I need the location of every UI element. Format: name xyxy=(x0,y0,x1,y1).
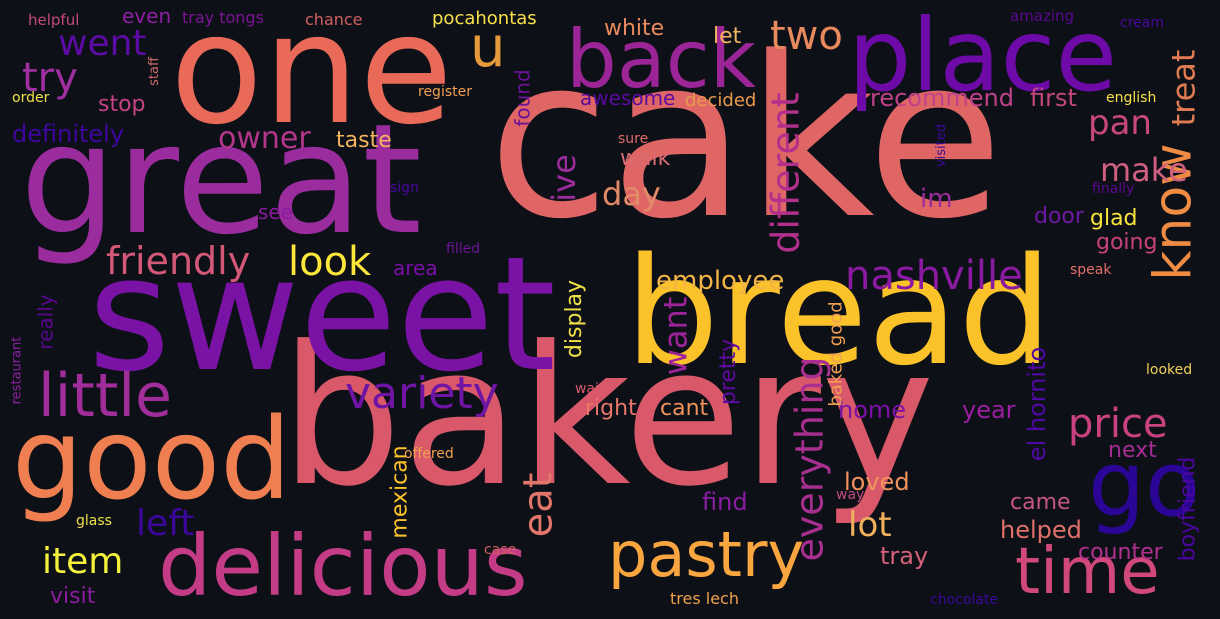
word-glass: glass xyxy=(76,513,112,529)
word-ive: ive xyxy=(544,154,583,202)
word-going: going xyxy=(1096,230,1158,255)
word-owner: owner xyxy=(218,121,311,156)
word-sign: sign xyxy=(390,180,419,196)
word-two: two xyxy=(770,13,843,59)
word-glad: glad xyxy=(1090,206,1138,231)
word-home: home xyxy=(838,396,907,424)
word-next: next xyxy=(1108,438,1157,463)
word-look: look xyxy=(288,239,372,285)
word-back: back xyxy=(566,13,757,106)
word-cream: cream xyxy=(1120,15,1164,31)
word-amazing: amazing xyxy=(1010,7,1075,25)
word-counter: counter xyxy=(1078,540,1163,565)
word-one: one xyxy=(170,0,453,158)
word-u: u xyxy=(470,15,506,80)
word-case: case xyxy=(484,542,517,558)
word-el-hornito: el hornito xyxy=(1023,346,1052,462)
word-register: register xyxy=(418,84,472,100)
word-filled: filled xyxy=(446,241,481,257)
word-different: different xyxy=(763,92,808,254)
word-year: year xyxy=(962,396,1016,424)
word-nashville: nashville xyxy=(845,253,1023,299)
word-everything: everything xyxy=(787,356,832,562)
word-time: time xyxy=(1015,535,1160,609)
word-order: order xyxy=(12,90,50,106)
word-visit: visit xyxy=(50,584,96,609)
word-baked-good: baked good xyxy=(825,301,847,407)
word-place: place xyxy=(848,0,1118,114)
word-staff: staff xyxy=(146,57,162,86)
word-tres-lech: tres lech xyxy=(670,589,739,608)
word-cant: cant xyxy=(660,396,709,421)
word-wait: wait xyxy=(575,381,605,397)
word-treat: treat xyxy=(1164,49,1203,127)
word-really: really xyxy=(33,294,58,350)
word-good: good xyxy=(12,395,292,525)
word-boyfriend: boyfriend xyxy=(1175,456,1201,562)
word-area: area xyxy=(393,256,438,280)
word-right: right xyxy=(585,396,637,421)
word-make: make xyxy=(1100,151,1188,189)
word-white: white xyxy=(604,16,665,41)
word-chocolate: chocolate xyxy=(930,592,998,608)
word-want: want xyxy=(656,296,695,376)
word-friendly: friendly xyxy=(106,239,251,283)
word-came: came xyxy=(1010,490,1071,515)
word-price: price xyxy=(1068,401,1168,447)
word-bakery: bakery xyxy=(280,306,935,529)
word-went: went xyxy=(58,23,147,64)
word-looked: looked xyxy=(1146,362,1193,378)
word-great: great xyxy=(20,91,422,268)
word-loved: loved xyxy=(844,468,910,496)
word-bread: bread xyxy=(625,226,1053,398)
word-walk: walk xyxy=(620,146,671,171)
word-try: try xyxy=(22,55,78,101)
word-pan: pan xyxy=(1088,103,1152,143)
word-tray-tongs: tray tongs xyxy=(182,8,264,27)
word-find: find xyxy=(702,488,748,516)
word-recommend: recommend xyxy=(870,84,1014,112)
word-awesome: awesome xyxy=(580,86,676,110)
word-lot: lot xyxy=(848,505,892,545)
word-definitely: definitely xyxy=(12,120,125,148)
word-restaurant: restaurant xyxy=(9,336,25,405)
word-helped: helped xyxy=(1000,516,1082,544)
word-offered: offered xyxy=(404,446,454,462)
word-tray: tray xyxy=(880,542,929,570)
word-display: display xyxy=(562,279,588,359)
word-english: english xyxy=(1106,90,1157,106)
word-cake: cake xyxy=(488,10,1004,268)
word-finally: finally xyxy=(1092,181,1135,197)
word-pocahontas: pocahontas xyxy=(432,8,537,29)
word-left: left xyxy=(136,503,195,544)
word-first: first xyxy=(1030,84,1077,112)
word-decided: decided xyxy=(685,90,757,111)
word-helpful: helpful xyxy=(28,11,80,29)
word-taste: taste xyxy=(336,128,392,153)
word-sweet: sweet xyxy=(88,223,556,407)
word-im: im xyxy=(920,184,953,214)
word-variety: variety xyxy=(345,368,499,419)
word-found: found xyxy=(510,69,535,127)
word-go: go xyxy=(1088,432,1201,537)
word-little: little xyxy=(38,361,172,431)
word-item: item xyxy=(42,541,124,582)
word-eat: eat xyxy=(515,472,562,538)
word-employee: employee xyxy=(656,266,785,296)
word-way: way xyxy=(836,487,865,503)
word-sure: sure xyxy=(618,131,649,147)
word-chance: chance xyxy=(305,10,363,29)
word-speak: speak xyxy=(1070,262,1112,278)
word-delicious: delicious xyxy=(158,517,528,615)
word-stop: stop xyxy=(98,92,146,117)
word-door: door xyxy=(1034,204,1084,229)
word-let: let xyxy=(713,24,742,49)
word-visited: visited xyxy=(934,123,950,168)
word-see: see xyxy=(258,200,294,224)
word-pastry: pastry xyxy=(608,518,805,591)
word-pretty: pretty xyxy=(716,338,742,406)
word-day: day xyxy=(602,175,661,213)
word-even: even xyxy=(122,4,172,28)
